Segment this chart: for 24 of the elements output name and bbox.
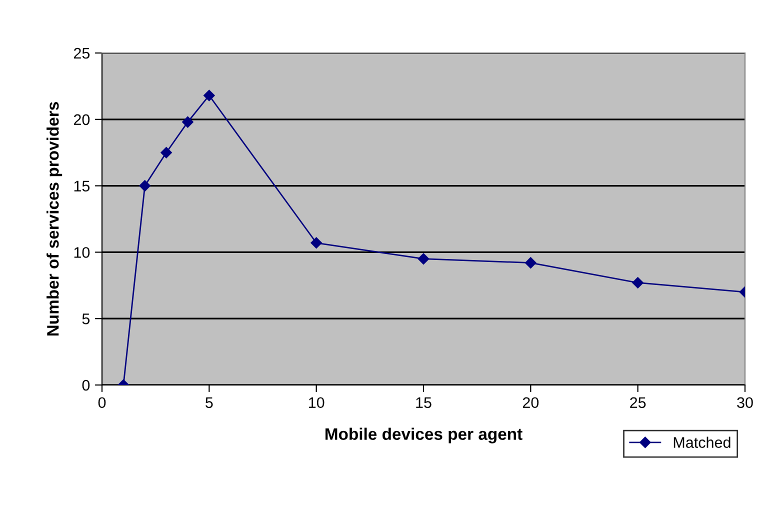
point xyxy=(525,257,536,268)
point xyxy=(182,116,194,128)
x-tick-label: 15 xyxy=(416,397,432,408)
x-tick-label: 5 xyxy=(206,397,213,408)
y-tick-label: 20 xyxy=(74,114,90,126)
point xyxy=(160,146,172,158)
point xyxy=(204,90,215,102)
y-tick-label: 10 xyxy=(74,247,90,258)
x-axis-title: Mobile devices per agent xyxy=(326,428,522,444)
x-tick-label: 20 xyxy=(522,397,539,408)
x-tick-label: 0 xyxy=(98,397,106,408)
y-tick-label: 15 xyxy=(74,180,90,192)
point xyxy=(139,180,150,192)
y-axis-title: Number of services providers xyxy=(46,102,62,336)
y-tick-label: 25 xyxy=(74,48,90,59)
y-tick-label: 0 xyxy=(82,380,90,391)
x-tick-label: 30 xyxy=(737,397,753,408)
y-tick-label: 5 xyxy=(82,314,90,324)
x-tick-label: 10 xyxy=(309,397,324,408)
point xyxy=(418,253,430,264)
point xyxy=(632,277,644,288)
point xyxy=(310,237,322,249)
x-tick-label: 25 xyxy=(630,397,646,408)
legend-label: Matched xyxy=(674,436,730,448)
